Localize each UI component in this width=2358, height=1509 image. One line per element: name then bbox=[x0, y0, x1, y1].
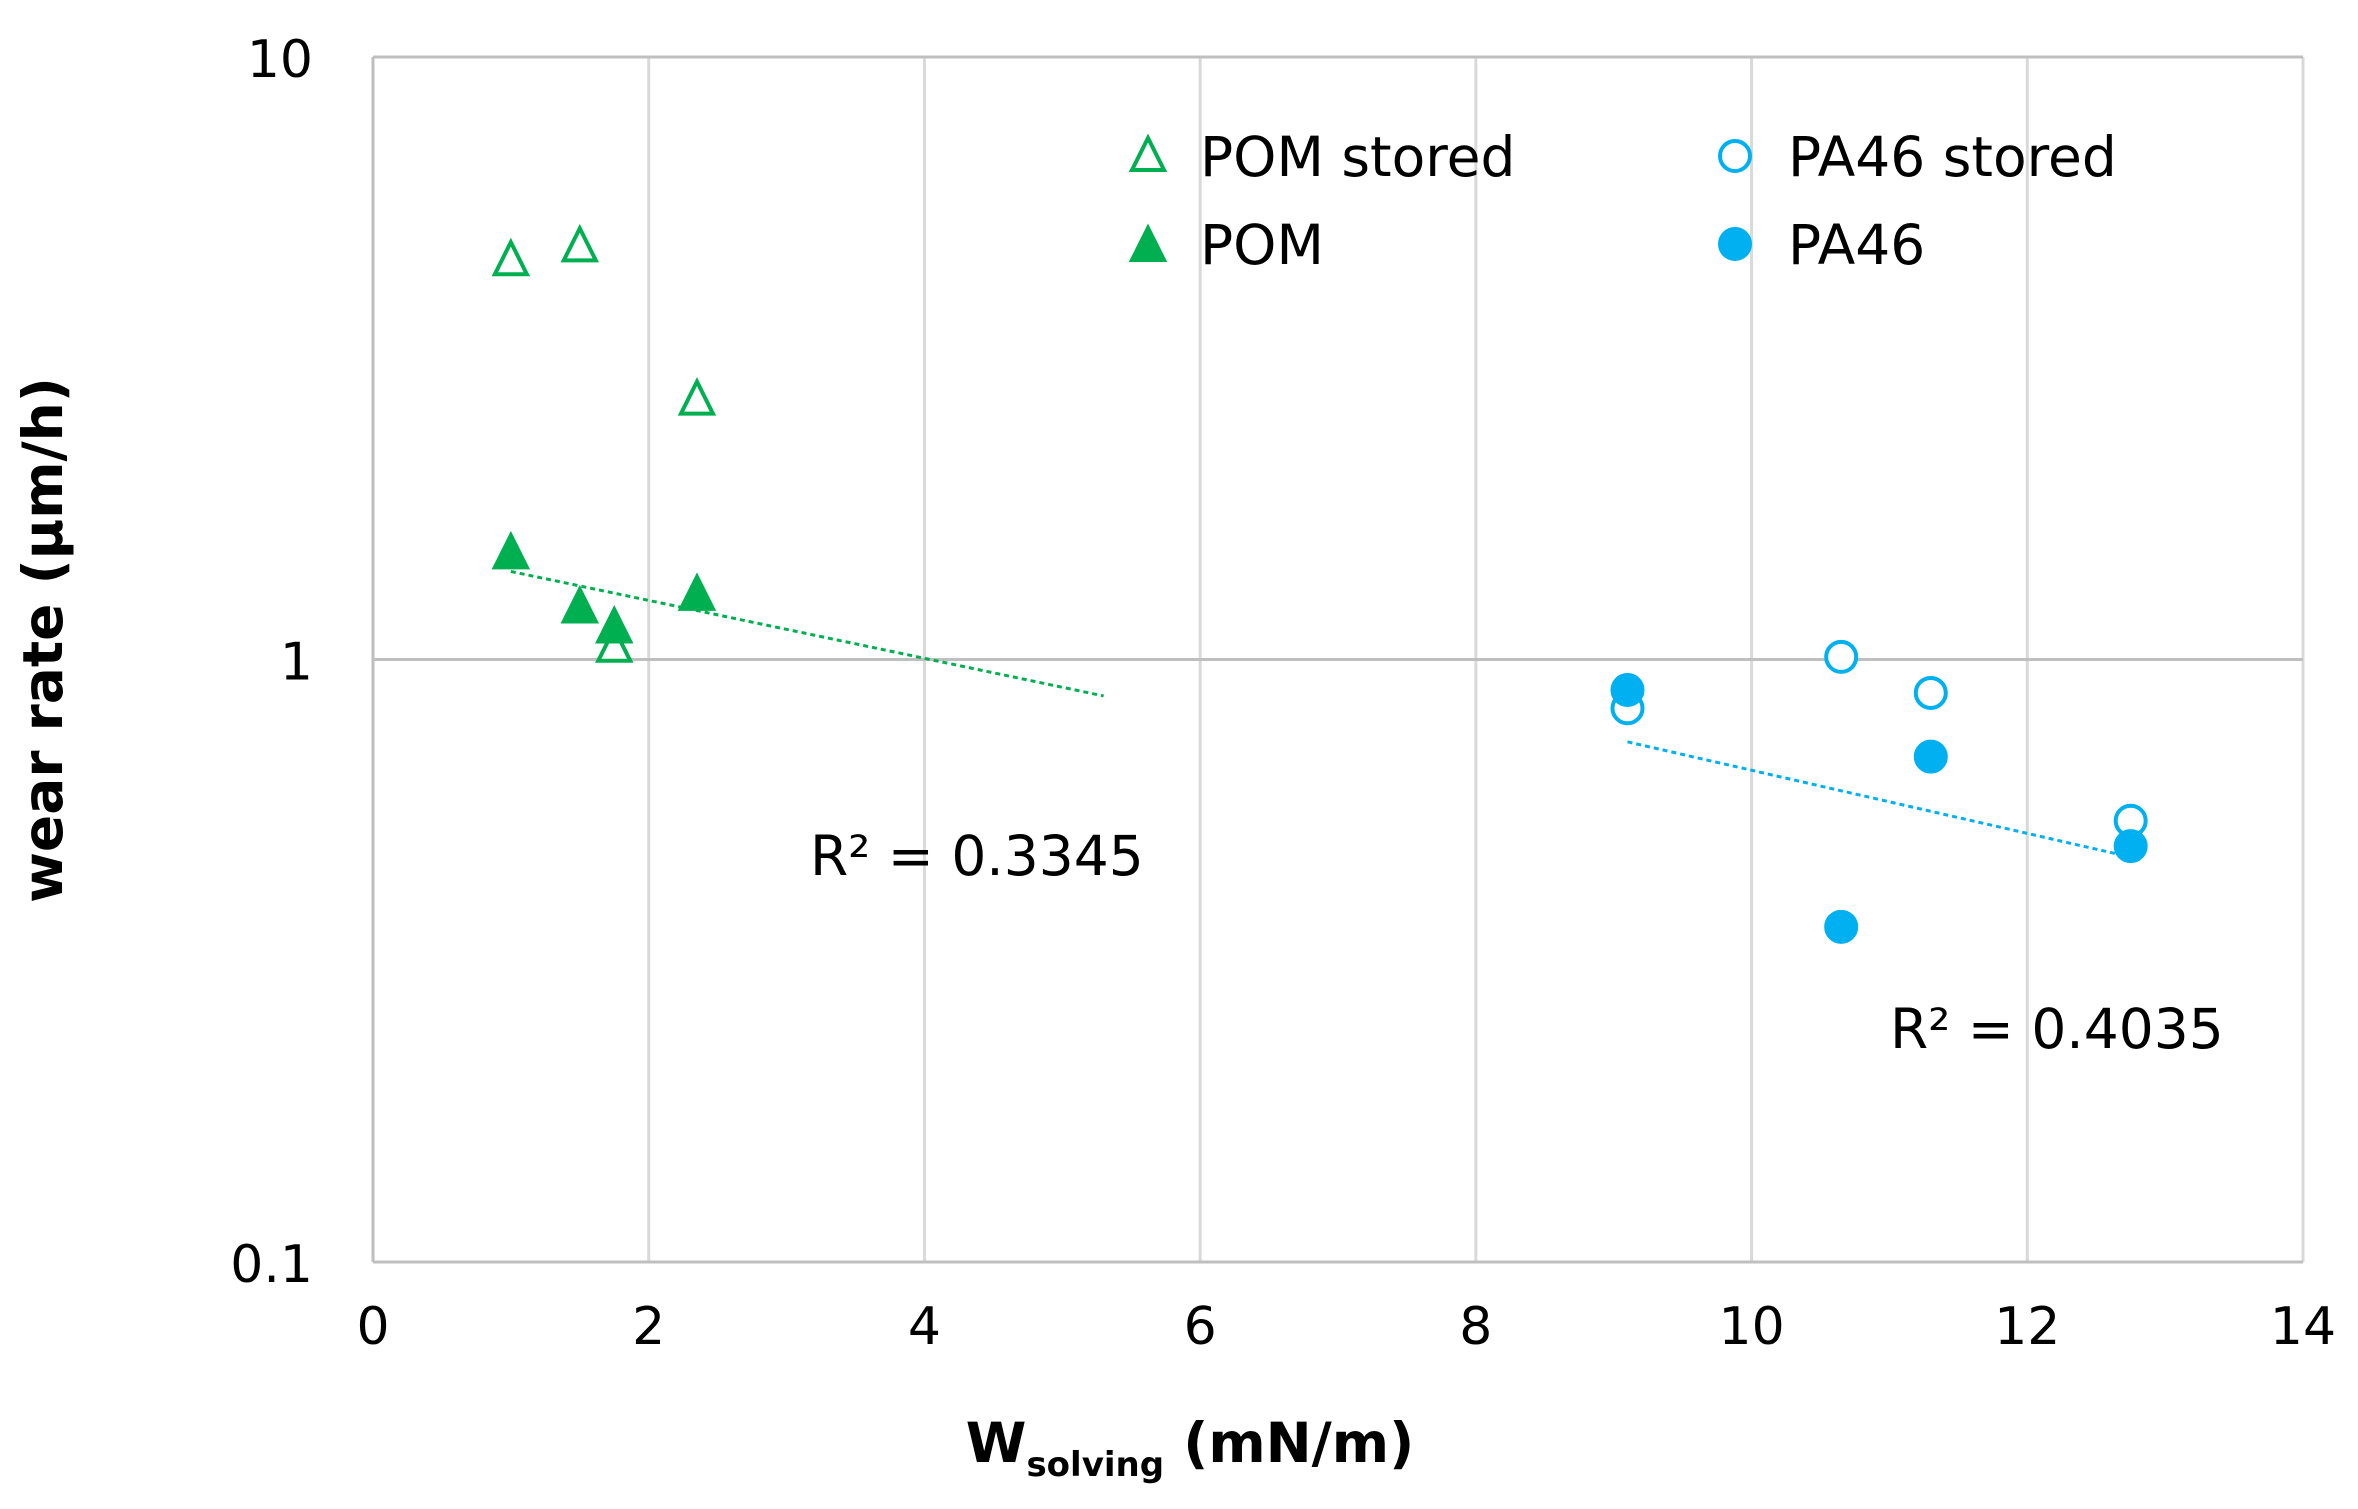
point-pom-stored-1 bbox=[491, 237, 531, 277]
point-pom-3 bbox=[595, 605, 634, 644]
legend-marker-pom-stored bbox=[1128, 133, 1168, 172]
point-pa46-3 bbox=[1913, 739, 1948, 774]
legend-marker-pa46 bbox=[1718, 227, 1752, 261]
legend-marker-pom bbox=[1128, 223, 1168, 262]
point-pa46-stored-2 bbox=[1824, 639, 1859, 674]
x-axis-title-unit: (mN/m) bbox=[1164, 1411, 1414, 1475]
x-tick-label-4: 4 bbox=[908, 1297, 941, 1357]
legend-label-pa46-stored: PA46 stored bbox=[1788, 125, 2117, 189]
x-tick-label-2: 2 bbox=[632, 1297, 665, 1357]
x-tick-label-8: 8 bbox=[1459, 1297, 1492, 1357]
point-pa46-1 bbox=[1610, 672, 1645, 707]
legend-label-pom: POM bbox=[1200, 213, 1324, 277]
legend: POM stored POM PA46 stored PA46 bbox=[1128, 125, 2117, 277]
x-tick-label-14: 14 bbox=[2270, 1297, 2336, 1357]
point-pa46-4 bbox=[2113, 829, 2148, 864]
legend-label-pa46: PA46 bbox=[1788, 213, 1925, 277]
point-pom-stored-3 bbox=[595, 624, 634, 663]
y-tick-label-0.1: 0.1 bbox=[230, 1235, 313, 1295]
trendline-pom bbox=[510, 569, 1104, 698]
trendline-pa46 bbox=[1627, 740, 2132, 859]
x-axis-title: Wsolving (mN/m) bbox=[966, 1411, 1414, 1485]
point-pom-stored-4 bbox=[677, 377, 717, 416]
legend-marker-pa46-stored bbox=[1718, 139, 1752, 173]
x-axis-title-main: W bbox=[966, 1411, 1027, 1475]
point-pom-2 bbox=[560, 584, 600, 624]
x-tick-label-6: 6 bbox=[1184, 1297, 1217, 1357]
x-tick-label-12: 12 bbox=[1994, 1297, 2060, 1357]
x-tick-label-10: 10 bbox=[1718, 1297, 1784, 1357]
point-pa46-stored-3 bbox=[1913, 675, 1948, 710]
y-axis-title: wear rate (µm/h) bbox=[11, 377, 75, 903]
point-pom-stored-2 bbox=[560, 223, 600, 263]
point-pom-4 bbox=[677, 572, 717, 611]
x-tick-label-0: 0 bbox=[356, 1297, 389, 1357]
y-tick-label-1: 1 bbox=[280, 633, 313, 693]
point-pa46-2 bbox=[1824, 909, 1859, 944]
point-pom-1 bbox=[491, 530, 531, 570]
x-axis-title-subscript: solving bbox=[1026, 1445, 1164, 1485]
legend-label-pom-stored: POM stored bbox=[1200, 125, 1515, 189]
y-tick-label-10: 10 bbox=[247, 30, 313, 90]
r2-label-pom: R² = 0.3345 bbox=[810, 824, 1144, 888]
r2-label-pa46: R² = 0.4035 bbox=[1890, 997, 2224, 1061]
